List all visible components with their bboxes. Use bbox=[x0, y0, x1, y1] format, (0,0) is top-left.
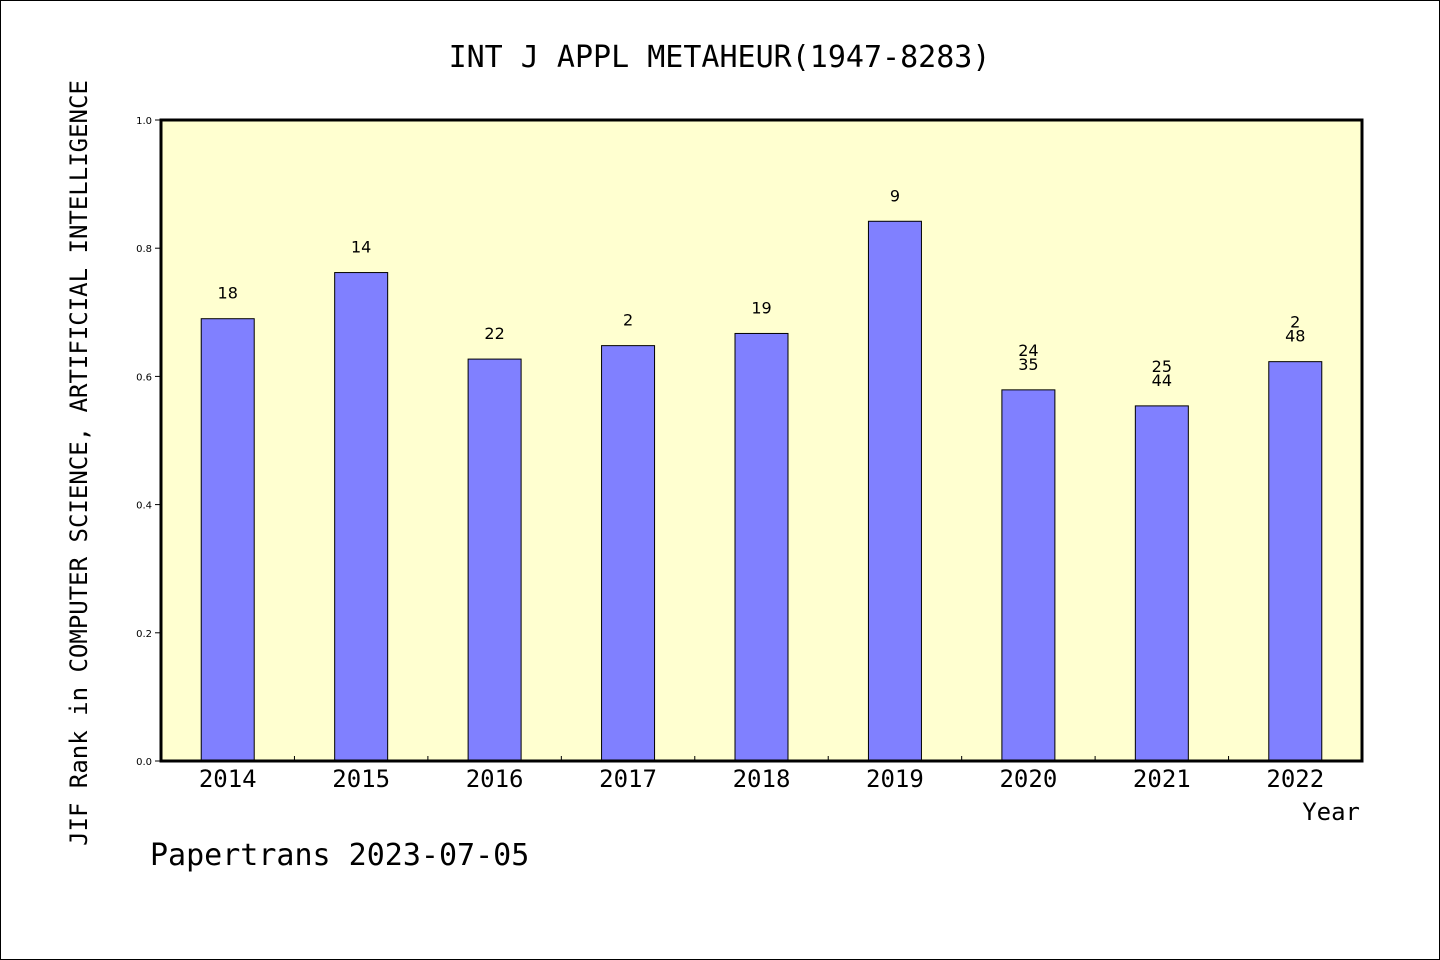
y-tick-label: 0.6 bbox=[136, 372, 152, 383]
bar-2014 bbox=[200, 318, 255, 762]
bar-2018 bbox=[734, 332, 789, 762]
x-tick-label: 2014 bbox=[199, 765, 257, 793]
plot-border bbox=[159, 118, 1364, 763]
x-tick-label: 2019 bbox=[866, 765, 924, 793]
bar-label-2021: 25 bbox=[1152, 357, 1172, 376]
y-axis-label: JIF Rank in COMPUTER SCIENCE, ARTIFICIAL… bbox=[65, 80, 93, 846]
bar-label-2022: 48 bbox=[1285, 327, 1305, 346]
bar-2020 bbox=[1001, 389, 1056, 762]
bar-label-2021: 44 bbox=[1152, 371, 1172, 390]
x-tick-label: 2021 bbox=[1133, 765, 1191, 793]
bar-2021 bbox=[1134, 405, 1189, 762]
x-tick-label: 2018 bbox=[733, 765, 791, 793]
bar-label-2020: 24 bbox=[1018, 341, 1038, 360]
bar-2016 bbox=[467, 358, 522, 762]
bar-2017 bbox=[601, 345, 656, 762]
credit-text: Papertrans 2023-07-05 bbox=[150, 838, 529, 873]
y-tick-label: 1.0 bbox=[136, 116, 152, 127]
bar-label-2019: 9 bbox=[890, 186, 900, 205]
bar-label-2014: 18 bbox=[218, 284, 238, 303]
chart-title: INT J APPL METAHEUR(1947-8283) bbox=[449, 40, 991, 75]
bar-label-2020: 35 bbox=[1018, 355, 1038, 374]
x-axis: 2014 2015 2016 2017 2018 2019 2020 2021 2022 bbox=[199, 756, 1324, 793]
bar-2022 bbox=[1268, 361, 1323, 762]
bar-label-2022: 2 bbox=[1290, 313, 1300, 332]
bar-2019 bbox=[867, 220, 922, 762]
x-tick-label: 2017 bbox=[599, 765, 657, 793]
y-tick-label: 0.0 bbox=[136, 757, 152, 768]
y-tick-label: 0.8 bbox=[136, 244, 152, 255]
y-axis: 0.0 0.2 0.4 0.6 0.8 1.0 bbox=[136, 116, 161, 768]
bar-2015 bbox=[334, 272, 389, 762]
y-tick-label: 0.4 bbox=[136, 501, 152, 512]
bar-label-2017: 2 bbox=[623, 311, 633, 330]
x-tick-label: 2016 bbox=[466, 765, 524, 793]
x-tick-label: 2020 bbox=[999, 765, 1057, 793]
y-tick-label: 0.2 bbox=[136, 629, 152, 640]
bar-label-2018: 19 bbox=[751, 298, 771, 317]
bar-label-2015: 14 bbox=[351, 238, 371, 257]
x-tick-label: 2022 bbox=[1266, 765, 1324, 793]
x-tick-label: 2015 bbox=[332, 765, 390, 793]
bars bbox=[200, 220, 1323, 762]
x-axis-label: Year bbox=[1302, 798, 1360, 826]
bar-label-2016: 22 bbox=[484, 324, 504, 343]
